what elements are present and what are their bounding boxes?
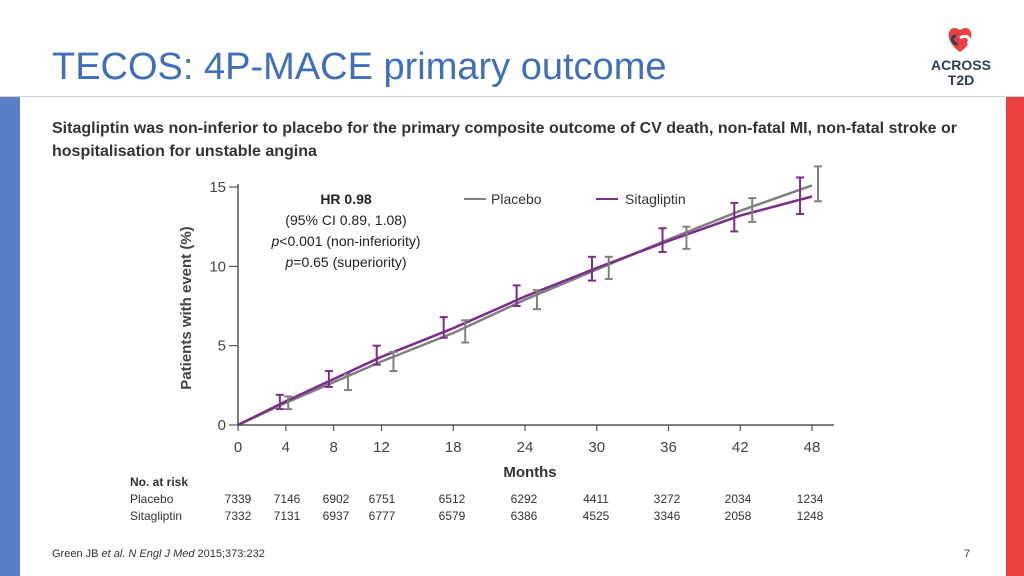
- y-tick-label: 10: [209, 258, 226, 275]
- risk-cell: 4411: [583, 492, 609, 506]
- legend-placebo-label: Placebo: [491, 191, 542, 207]
- chart-curves: [237, 184, 813, 427]
- risk-cell: 6937: [322, 509, 350, 523]
- risk-cell: 7146: [273, 492, 301, 506]
- p-value-superiority: p=0.65 (superiority): [284, 254, 406, 270]
- risk-cell: 2058: [724, 509, 752, 523]
- p-value-noninferiority: p<0.001 (non-inferiority): [270, 233, 420, 249]
- risk-cell: 3272: [653, 492, 681, 506]
- risk-cell: 4525: [582, 509, 610, 523]
- logo-wordmark: ACROSS T2D: [931, 57, 991, 88]
- x-tick-label: 4: [282, 439, 290, 456]
- y-tick-label: 0: [218, 417, 226, 434]
- chart-error-bars: [275, 165, 822, 411]
- risk-cell: 7131: [273, 509, 301, 523]
- title-divider: [0, 96, 1024, 97]
- series-line-sitagliptin: [237, 195, 813, 427]
- risk-cell: 6902: [322, 492, 350, 506]
- citation: Green JB et al. N Engl J Med 2015;373:23…: [52, 548, 265, 560]
- risk-row-label-sitagliptin: Sitagliptin: [130, 509, 183, 523]
- risk-cell: 1234: [796, 492, 824, 506]
- risk-cell: 6386: [510, 509, 538, 523]
- y-tick-label: 15: [209, 179, 226, 196]
- logo-heart-icon: [948, 28, 972, 52]
- chart-legend: Placebo Sitagliptin: [464, 191, 686, 207]
- x-tick-label: 18: [445, 439, 462, 456]
- risk-cell: 3346: [653, 509, 681, 523]
- risk-cell: 6579: [438, 509, 466, 523]
- risk-cell: 6751: [368, 492, 396, 506]
- risk-cell: 1248: [796, 509, 824, 523]
- x-tick-label: 8: [329, 439, 337, 456]
- right-accent-bar: [1006, 97, 1024, 576]
- across-t2d-logo: [948, 28, 972, 52]
- risk-cell: 7339: [224, 492, 252, 506]
- slide-subtitle: Sitagliptin was non-inferior to placebo …: [52, 120, 957, 160]
- chart-annotation: HR 0.98 (95% CI 0.89, 1.08) p<0.001 (non…: [270, 191, 420, 270]
- risk-cell: 7332: [224, 509, 252, 523]
- risk-row-label-placebo: Placebo: [130, 492, 174, 506]
- x-tick-label: 0: [234, 439, 242, 456]
- y-tick-label: 5: [218, 338, 226, 355]
- risk-cell: 6292: [510, 492, 538, 506]
- page-title: TECOS: 4P-MACE primary outcome: [52, 46, 667, 88]
- x-tick-label: 42: [732, 439, 749, 456]
- risk-cell: 6777: [368, 509, 396, 523]
- x-axis-label: Months: [503, 464, 556, 481]
- x-tick-label: 36: [660, 439, 677, 456]
- confidence-interval: (95% CI 0.89, 1.08): [285, 212, 406, 228]
- x-tick-label: 48: [804, 439, 821, 456]
- x-tick-label: 12: [373, 439, 390, 456]
- x-tick-label: 30: [588, 439, 605, 456]
- left-accent-bar: [0, 97, 20, 576]
- series-line-placebo: [237, 184, 813, 427]
- risk-cell: 2034: [724, 492, 752, 506]
- risk-table-header: No. at risk: [130, 475, 189, 489]
- x-tick-label: 24: [517, 439, 534, 456]
- page-number: 7: [964, 548, 971, 560]
- risk-cell: 6512: [438, 492, 466, 506]
- legend-sitagliptin-label: Sitagliptin: [625, 191, 686, 207]
- hazard-ratio: HR 0.98: [320, 191, 372, 207]
